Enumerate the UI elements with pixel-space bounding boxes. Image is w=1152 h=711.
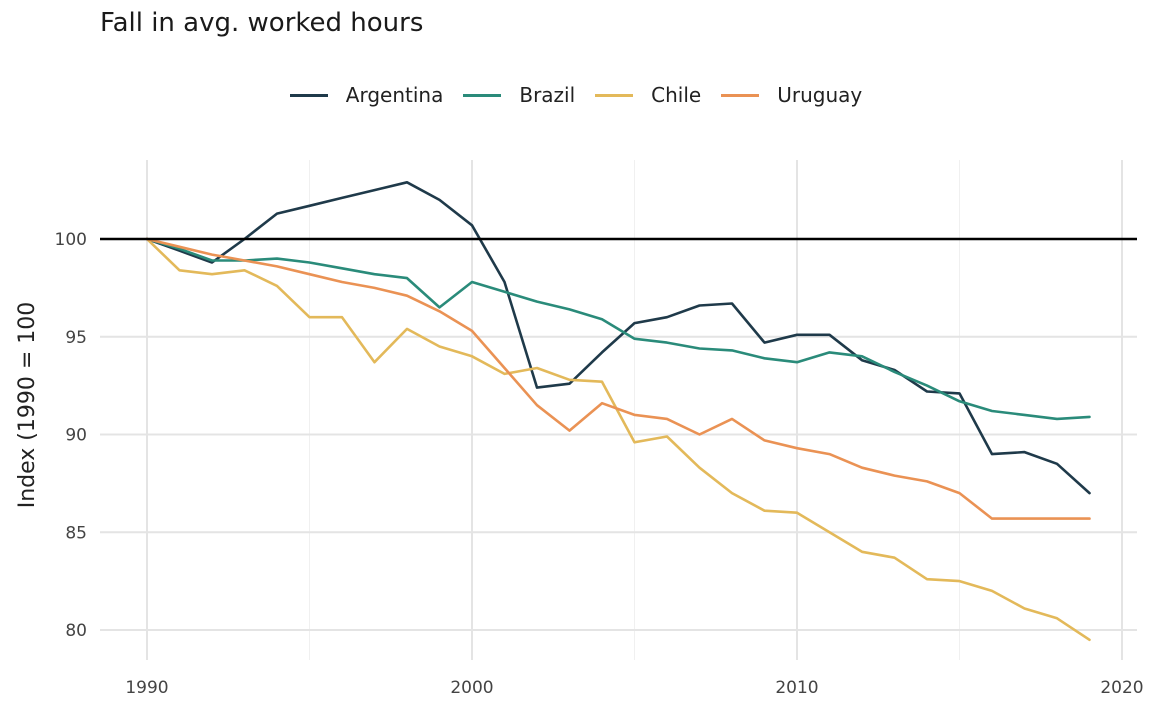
legend-item: Brazil: [463, 83, 575, 107]
y-axis-title: Index (1990 = 100: [15, 302, 40, 509]
y-tick-label: 80: [65, 621, 87, 641]
x-tick-label: 2000: [450, 678, 493, 698]
legend-swatch: [463, 93, 502, 97]
y-tick-label: 85: [65, 523, 87, 543]
series-line-chile: [145, 237, 1091, 642]
y-tick-label: 90: [65, 426, 87, 446]
legend-item: Argentina: [289, 83, 444, 107]
series-line-argentina: [145, 181, 1091, 495]
legend-label: Uruguay: [777, 83, 863, 107]
x-tick-label: 1990: [125, 678, 168, 698]
y-tick-label: 95: [65, 328, 87, 348]
legend-swatch: [721, 93, 760, 97]
series-line-brazil: [145, 237, 1091, 421]
legend-label: Chile: [651, 83, 702, 107]
x-tick-label: 2020: [1100, 678, 1143, 698]
legend: Argentina Brazil Chile Uruguay: [0, 80, 1152, 110]
chart-title: Fall in avg. worked hours: [100, 8, 424, 38]
legend-item: Chile: [595, 83, 701, 107]
legend-label: Argentina: [345, 83, 444, 107]
x-tick-label: 2010: [775, 678, 818, 698]
legend-swatch: [595, 93, 634, 97]
y-tick-label: 100: [55, 230, 87, 250]
legend-swatch: [289, 93, 328, 97]
legend-label: Brazil: [519, 83, 576, 107]
series-line-uruguay: [145, 237, 1091, 520]
legend-item: Uruguay: [721, 83, 862, 107]
